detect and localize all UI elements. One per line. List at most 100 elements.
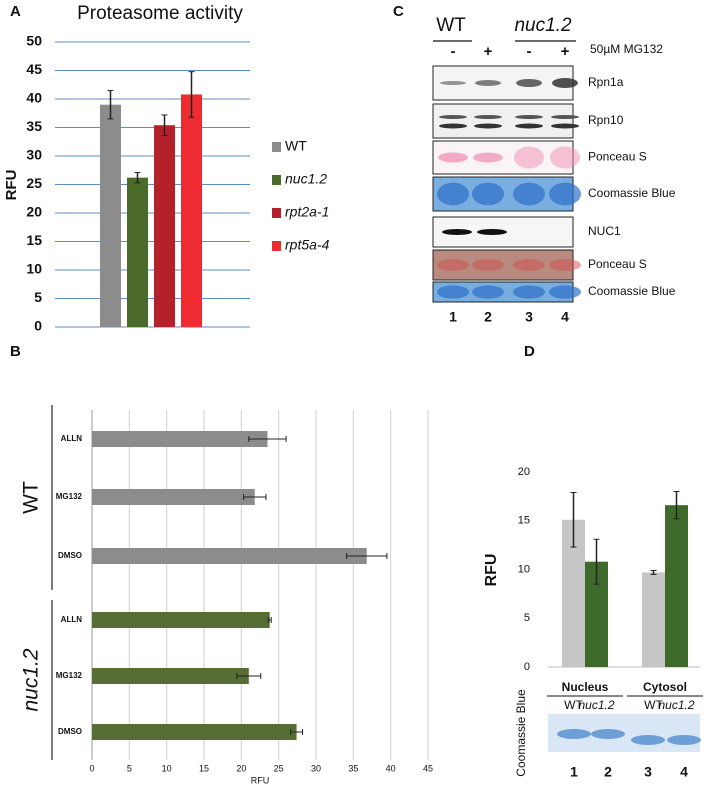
row-label: Coomassie Blue xyxy=(588,284,676,298)
category-label: MG132 xyxy=(56,492,83,501)
y-tick-label: 0 xyxy=(524,661,530,673)
band xyxy=(472,285,504,299)
y-tick-label: 0 xyxy=(34,318,42,334)
band xyxy=(516,79,542,87)
band xyxy=(438,152,468,163)
y-tick-label: 30 xyxy=(26,147,42,163)
x-tick-label: 25 xyxy=(274,763,284,773)
band xyxy=(472,259,504,271)
bar xyxy=(181,94,202,327)
legend-swatch xyxy=(272,175,281,185)
band xyxy=(552,78,578,88)
bar xyxy=(92,489,255,505)
gel-band xyxy=(631,735,665,745)
y-tick-label: 5 xyxy=(524,612,530,624)
lane-number: 2 xyxy=(484,309,492,325)
blot-panel xyxy=(432,103,574,139)
x-tick-label: 40 xyxy=(386,763,396,773)
panel-label: A xyxy=(10,3,21,20)
band xyxy=(477,229,507,235)
group-label: WT xyxy=(20,481,43,514)
lane-number: 1 xyxy=(570,764,578,780)
x-tick-label: 35 xyxy=(348,763,358,773)
band xyxy=(513,285,545,299)
band xyxy=(474,115,502,119)
y-tick-label: 35 xyxy=(26,118,42,134)
row-label: Coomassie Blue xyxy=(588,186,676,200)
y-tick-label: 15 xyxy=(26,232,42,248)
y-tick-label: 50 xyxy=(26,33,42,49)
category-label: MG132 xyxy=(56,671,83,680)
chart-title: Proteasome activity xyxy=(77,3,243,24)
treatment-label: 50µM MG132 xyxy=(590,42,663,56)
band xyxy=(515,115,543,119)
bar xyxy=(127,177,148,327)
y-tick-label: 10 xyxy=(26,261,42,277)
band xyxy=(472,182,504,206)
band xyxy=(474,123,502,129)
panel-label: D xyxy=(524,343,535,360)
legend-swatch xyxy=(272,142,281,152)
band xyxy=(549,285,581,299)
series-label: nuc1.2 xyxy=(578,698,614,712)
bar xyxy=(92,612,270,628)
bar xyxy=(665,505,688,667)
series-label: WT xyxy=(644,698,663,712)
lane-number: 1 xyxy=(449,309,457,325)
x-tick-label: 15 xyxy=(199,763,209,773)
category-label: DMSO xyxy=(58,727,82,736)
band xyxy=(551,123,579,129)
band xyxy=(513,182,545,206)
treatment-sign: - xyxy=(527,43,532,60)
legend-label: nuc1.2 xyxy=(285,171,327,187)
gel-band xyxy=(557,729,591,739)
legend-label: rpt2a-1 xyxy=(285,204,329,220)
band xyxy=(549,259,581,271)
x-tick-label: 45 xyxy=(423,763,433,773)
y-tick-label: 20 xyxy=(26,204,42,220)
legend-label: WT xyxy=(285,138,307,154)
category-label: ALLN xyxy=(61,434,83,443)
category-label: DMSO xyxy=(58,551,82,560)
category-label: Cytosol xyxy=(643,680,687,694)
y-tick-label: 40 xyxy=(26,90,42,106)
y-tick-label: 15 xyxy=(518,515,530,527)
band xyxy=(515,123,543,129)
band xyxy=(550,146,580,169)
y-tick-label: 10 xyxy=(518,563,530,575)
x-tick-label: 20 xyxy=(236,763,246,773)
y-tick-label: 45 xyxy=(26,61,42,77)
bar xyxy=(92,724,297,740)
row-label: NUC1 xyxy=(588,224,621,238)
gel-band xyxy=(591,729,625,739)
band xyxy=(437,285,469,299)
treatment-sign: - xyxy=(451,43,456,60)
y-tick-label: 5 xyxy=(34,289,42,305)
y-axis-label: RFU xyxy=(483,554,500,587)
band xyxy=(437,182,469,206)
lane-number: 4 xyxy=(680,764,688,780)
band xyxy=(439,115,467,119)
bar xyxy=(562,519,585,667)
bar xyxy=(642,572,665,667)
legend-label: rpt5a-4 xyxy=(285,237,330,253)
category-label: Nucleus xyxy=(562,680,609,694)
panel-label: C xyxy=(393,3,404,20)
y-tick-label: 25 xyxy=(26,175,42,191)
genotype-label: WT xyxy=(436,15,466,36)
band xyxy=(549,182,581,206)
lane-number: 4 xyxy=(561,309,569,325)
row-label: Ponceau S xyxy=(588,257,647,271)
lane-number: 3 xyxy=(644,764,652,780)
group-label: nuc1.2 xyxy=(20,648,43,711)
band xyxy=(475,80,501,86)
lane-number: 2 xyxy=(604,764,612,780)
gel-label: Coomassie Blue xyxy=(514,689,528,777)
row-label: Rpn1a xyxy=(588,75,624,89)
y-axis-label: RFU xyxy=(3,170,20,201)
treatment-sign: + xyxy=(561,43,570,60)
category-label: ALLN xyxy=(61,615,83,624)
bar xyxy=(92,431,268,447)
bar xyxy=(100,104,121,327)
band xyxy=(437,259,469,271)
